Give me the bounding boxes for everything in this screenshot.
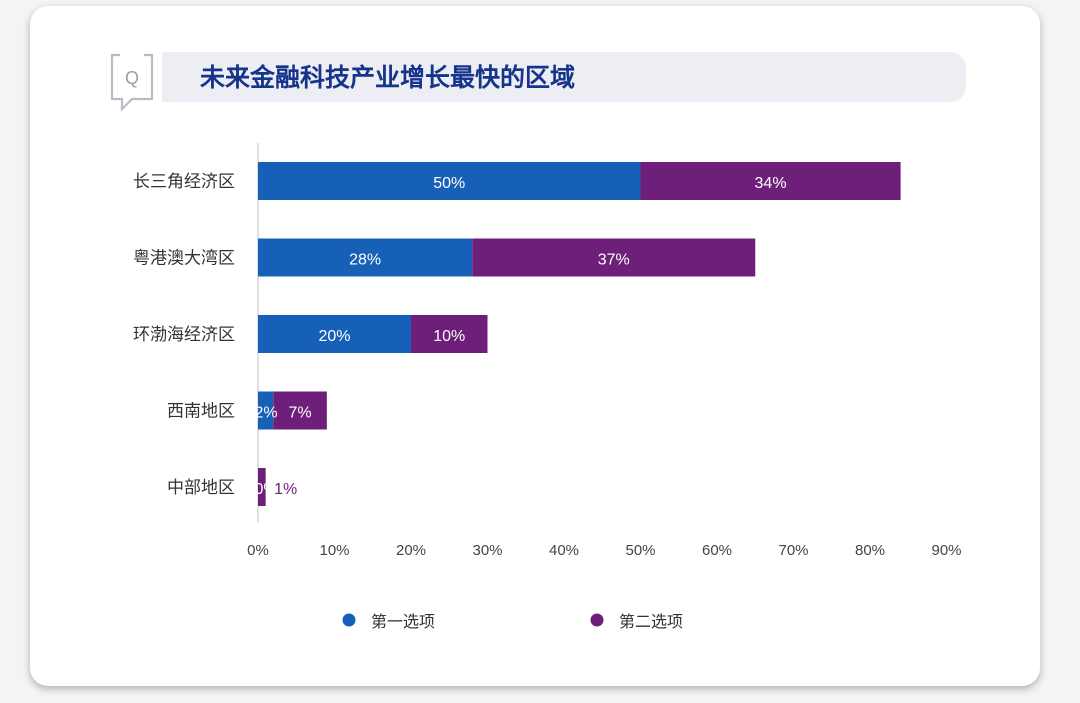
x-tick-label: 50% <box>625 542 655 559</box>
bar-segment <box>258 162 641 200</box>
bar-segment <box>411 315 488 353</box>
x-tick-label: 70% <box>778 542 808 559</box>
category-label: 环渤海经济区 <box>133 325 235 345</box>
legend-marker <box>590 613 604 627</box>
question-bubble-icon: Q <box>110 53 154 112</box>
bar-segment <box>640 162 901 200</box>
legend-label: 第二选项 <box>619 612 683 631</box>
bar-value-label: 2% <box>254 405 277 422</box>
category-label: 中部地区 <box>167 478 235 498</box>
bar-segment <box>258 391 274 430</box>
bar-value-label: 1% <box>274 481 297 498</box>
category-label: 长三角经济区 <box>133 172 235 192</box>
chart-card <box>30 6 1040 686</box>
bar-value-label: 7% <box>289 405 312 422</box>
bar-segment <box>472 238 756 277</box>
x-tick-label: 60% <box>702 542 732 559</box>
bar-segment <box>258 315 411 353</box>
bar-segment <box>273 391 327 430</box>
x-tick-label: 90% <box>931 542 961 559</box>
page-title: 未来金融科技产业增长最快的区域 <box>200 63 576 92</box>
bar-value-label: 0% <box>254 481 277 498</box>
x-tick-label: 0% <box>247 542 269 559</box>
x-tick-label: 80% <box>855 542 885 559</box>
title-bar <box>162 52 966 102</box>
bar-segment <box>258 468 266 506</box>
bar-value-label: 34% <box>755 175 787 192</box>
bar-value-label: 50% <box>433 175 465 192</box>
icon-letter: Q <box>125 68 139 88</box>
bar-value-label: 37% <box>598 252 630 269</box>
bar-segment <box>258 238 473 277</box>
x-tick-label: 40% <box>549 542 579 559</box>
x-tick-label: 30% <box>472 542 502 559</box>
bar-value-label: 10% <box>433 328 465 345</box>
bar-value-label: 20% <box>318 328 350 345</box>
legend-marker <box>342 613 356 627</box>
x-tick-label: 10% <box>319 542 349 559</box>
legend-label: 第一选项 <box>371 612 435 631</box>
x-tick-label: 20% <box>396 542 426 559</box>
category-label: 粤港澳大湾区 <box>133 249 235 269</box>
bar-value-label: 28% <box>349 252 381 269</box>
category-label: 西南地区 <box>167 402 235 422</box>
